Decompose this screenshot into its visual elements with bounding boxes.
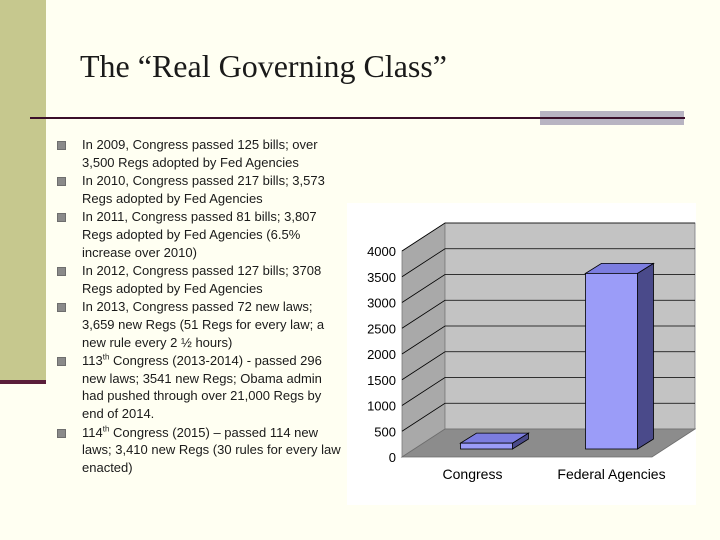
y-tick-label: 0 [389,450,396,465]
bullet-text: In 2013, Congress passed 72 new laws; 3,… [82,299,325,350]
title-rule [30,117,685,119]
bullet-text-continued: Congress (2015) – passed 114 new laws; 3… [82,424,341,475]
bullet-item: In 2009, Congress passed 125 bills; over… [56,136,346,171]
bullet-ordinal-suffix: th [102,352,110,362]
bullet-text: In 2010, Congress passed 217 bills; 3,57… [82,173,325,206]
y-tick-label: 3000 [367,296,396,311]
gridline [401,222,695,252]
bullet-item: In 2012, Congress passed 127 bills; 3708… [56,262,346,297]
bullet-ordinal-suffix: th [102,424,110,434]
bullet-item: In 2010, Congress passed 217 bills; 3,57… [56,172,346,207]
bullet-square-icon [57,213,66,223]
bullet-square-icon [57,141,66,150]
y-tick-label: 1500 [367,373,396,388]
bullet-text: In 2009, Congress passed 125 bills; over… [82,137,318,170]
bullet-list: In 2009, Congress passed 125 bills; over… [56,136,346,477]
bullet-square-icon [57,303,66,313]
slide-title: The “Real Governing Class” [80,48,447,84]
bullet-item: 113th Congress (2013-2014) - passed 296 … [56,352,346,422]
side-band [0,0,46,384]
bar-side [637,262,654,450]
bullet-square-icon [57,428,66,438]
x-category-label: Congress [443,466,503,482]
y-tick-label: 3500 [367,270,396,285]
bullet-text: 114 [82,424,103,440]
bullet-item: 114th Congress (2015) – passed 114 new l… [56,424,346,477]
side-band-accent [0,380,46,384]
y-tick-label: 4000 [367,244,396,259]
bullet-item: In 2013, Congress passed 72 new laws; 3,… [56,298,346,351]
chart-svg: 0 500 1000 1500 2000 2500 3000 3500 4000 Congress… [367,222,696,482]
bullet-text: In 2011, Congress passed 81 bills; 3,807… [82,209,317,260]
bullet-square-icon [57,267,66,277]
bullet-square-icon [57,177,66,187]
bullet-square-icon [57,357,66,367]
x-category-label: Federal Agencies [557,466,665,482]
bar [585,272,638,450]
bar [460,442,513,450]
bullet-text: 113 [82,353,103,369]
bullet-text-continued: Congress (2013-2014) - passed 296 new la… [82,353,322,421]
bar-chart: 0 500 1000 1500 2000 2500 3000 3500 4000 Congress… [347,203,696,505]
gridline [401,248,695,278]
bullet-item: In 2011, Congress passed 81 bills; 3,807… [56,208,346,261]
y-tick-label: 2500 [367,321,396,336]
y-tick-label: 500 [374,424,396,439]
y-tick-label: 1000 [367,399,396,414]
y-tick-label: 2000 [367,347,396,362]
bullet-text: In 2012, Congress passed 127 bills; 3708… [82,263,322,296]
